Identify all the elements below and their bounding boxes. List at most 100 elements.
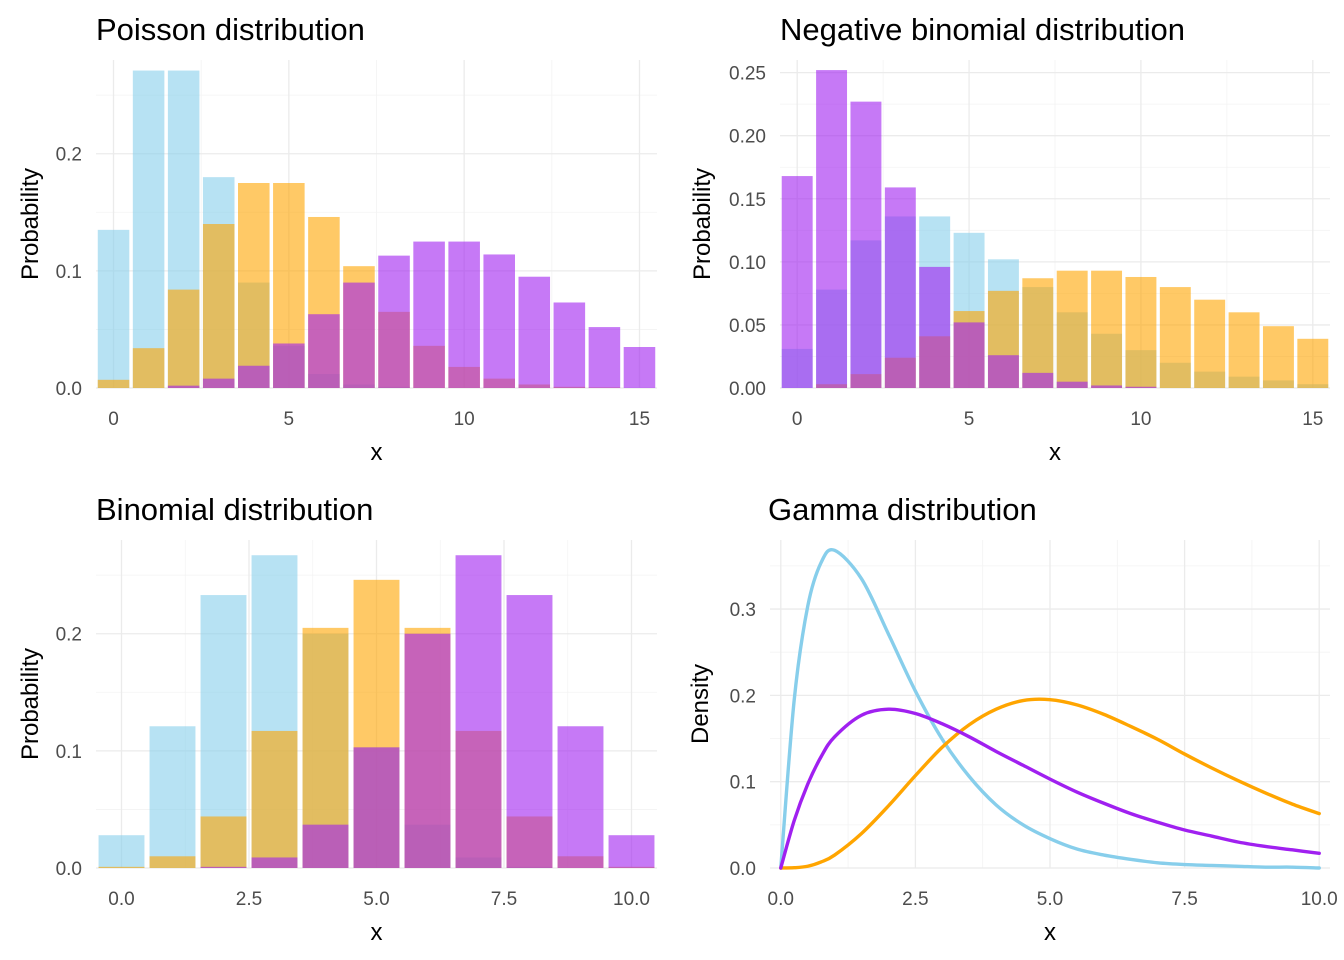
bar <box>404 633 451 868</box>
bar <box>238 365 270 388</box>
x-axis-label: x <box>1049 439 1061 466</box>
bar <box>273 343 305 388</box>
bar <box>202 378 235 388</box>
bar <box>518 276 551 388</box>
bar <box>557 726 604 868</box>
y-tick-label: 0.0 <box>730 859 756 880</box>
poisson-panel: 0.0 0.1 0.2 0 5 10 15 Poisson distribution x Prob… <box>17 12 657 466</box>
y-tick-label: 0.25 <box>729 64 766 85</box>
bar <box>1091 270 1123 388</box>
y-tick-label: 0.0 <box>56 379 82 400</box>
bar <box>987 355 1019 388</box>
bar <box>202 224 235 388</box>
bar <box>1056 381 1088 388</box>
bar <box>553 302 586 388</box>
x-axis-label: x <box>371 919 383 946</box>
bar <box>1194 299 1226 388</box>
x-tick-label: 0 <box>792 409 803 430</box>
x-tick-label: 5.0 <box>363 889 389 910</box>
bar <box>506 595 553 868</box>
bar <box>588 327 621 388</box>
bar <box>919 266 951 388</box>
bar-series-2 <box>200 555 655 868</box>
y-tick-label: 0.2 <box>56 145 82 166</box>
bar <box>97 379 130 388</box>
binomial-panel: 0.0 0.1 0.2 0.0 2.5 5.0 7.5 10.0 Binomial distri… <box>17 492 657 946</box>
bar <box>251 730 298 868</box>
x-tick-label: 7.5 <box>491 889 517 910</box>
bar <box>953 322 985 388</box>
bar <box>608 835 655 868</box>
density-line-2 <box>779 707 1321 870</box>
y-tick-label: 0.0 <box>56 859 82 880</box>
x-tick-label: 0 <box>108 409 119 430</box>
bar <box>850 101 882 388</box>
bar-series-2 <box>167 241 656 388</box>
bar <box>200 816 247 868</box>
bar <box>149 856 196 868</box>
y-tick-label: 0.05 <box>729 316 766 337</box>
bar <box>167 289 200 388</box>
density-line-0 <box>779 548 1321 870</box>
chart-title: Binomial distribution <box>96 492 373 527</box>
bar <box>1125 386 1157 388</box>
bar <box>413 241 445 388</box>
bar <box>1159 287 1191 388</box>
bar <box>1125 276 1157 388</box>
x-tick-label: 5 <box>284 409 295 430</box>
y-tick-label: 0.1 <box>730 773 756 794</box>
y-axis-label: Density <box>687 664 714 744</box>
y-tick-label: 0.1 <box>56 742 82 763</box>
bar <box>132 70 165 389</box>
y-tick-label: 0.15 <box>729 190 766 211</box>
bar <box>302 824 349 868</box>
y-axis-label: Probability <box>17 168 44 280</box>
bar <box>884 187 916 388</box>
bar-series-2 <box>781 70 1157 388</box>
bar <box>455 555 502 868</box>
x-tick-label: 0.0 <box>768 889 794 910</box>
bar <box>251 857 298 868</box>
x-tick-label: 15 <box>629 409 650 430</box>
bar <box>353 747 400 868</box>
bar <box>98 866 145 868</box>
bar <box>1022 372 1054 388</box>
x-tick-label: 10 <box>454 409 475 430</box>
y-axis-label: Probability <box>17 648 44 760</box>
bar <box>816 70 848 388</box>
bar <box>781 176 813 388</box>
x-axis-label: x <box>371 439 383 466</box>
y-tick-label: 0.20 <box>729 127 766 148</box>
y-axis-label: Probability <box>689 168 716 280</box>
bar <box>200 866 247 868</box>
x-axis-label: x <box>1044 919 1056 946</box>
x-tick-label: 2.5 <box>902 889 928 910</box>
bar <box>448 241 480 388</box>
x-tick-label: 2.5 <box>236 889 262 910</box>
bar <box>97 229 130 388</box>
bar <box>167 385 200 388</box>
bar <box>1297 338 1329 388</box>
bar <box>378 255 410 388</box>
bar <box>1262 326 1294 388</box>
bar <box>238 183 270 388</box>
negative-binomial-panel: 0.00 0.05 0.10 0.15 0.20 0.25 0 5 10 15 Negative b… <box>689 12 1330 466</box>
x-tick-label: 0.0 <box>108 889 134 910</box>
bar <box>623 347 656 388</box>
y-tick-label: 0.00 <box>729 379 766 400</box>
bar <box>1091 385 1123 388</box>
bar <box>98 835 145 868</box>
gamma-panel: 0.0 0.1 0.2 0.3 0.0 2.5 5.0 7.5 10.0 Gamma distri… <box>687 492 1338 946</box>
x-tick-label: 5 <box>964 409 975 430</box>
chart-title: Gamma distribution <box>768 492 1037 527</box>
x-tick-label: 15 <box>1302 409 1323 430</box>
density-line-1 <box>779 697 1321 870</box>
bar <box>343 282 375 388</box>
y-tick-label: 0.3 <box>730 600 756 621</box>
chart-title: Negative binomial distribution <box>780 12 1185 47</box>
x-tick-label: 7.5 <box>1171 889 1197 910</box>
bar <box>149 726 196 868</box>
chart-title: Poisson distribution <box>96 12 365 47</box>
